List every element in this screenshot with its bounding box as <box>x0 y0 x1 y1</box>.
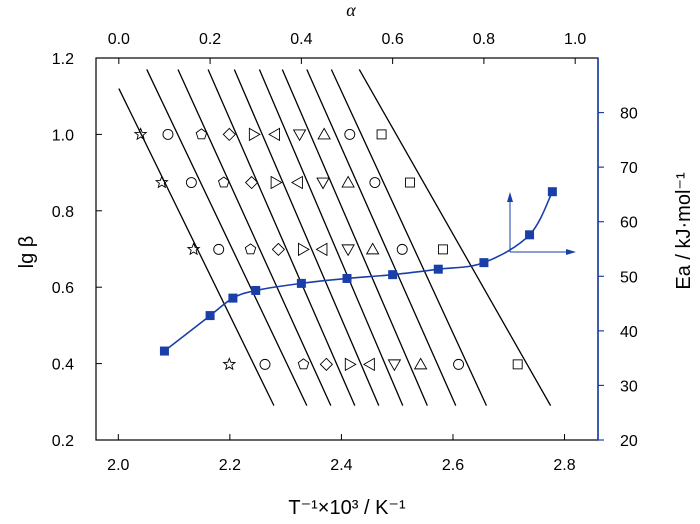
y-right-tick-label-7: 80 <box>620 106 638 123</box>
square-marker-10-3 <box>437 244 448 255</box>
fit-line-3 <box>177 69 332 406</box>
triangle-up-marker-8-3 <box>365 242 380 255</box>
triangle-up-marker-8-2 <box>341 175 355 188</box>
triangle-right-marker-5-3 <box>297 242 310 257</box>
ea-point-9 <box>479 258 489 268</box>
activation-energy-series <box>159 187 557 356</box>
fit-line-2 <box>146 69 308 406</box>
star-marker-1-2 <box>154 175 169 189</box>
diamond-marker-4-2 <box>244 175 259 190</box>
x-bottom-axis-title: T⁻¹×10³ / K⁻¹ <box>288 497 406 519</box>
y-right-tick-label-4: 50 <box>620 269 638 286</box>
x-bottom-tick-label-2: 2.2 <box>219 457 241 474</box>
x-top-tick-label-2: 0.2 <box>199 31 221 48</box>
triangle-down-marker-7-2 <box>316 177 330 190</box>
fit-line-10 <box>358 69 552 406</box>
circle-marker-2-1 <box>162 128 174 140</box>
arrow-right-head <box>566 249 576 255</box>
x-top-tick-label-4: 0.6 <box>382 31 404 48</box>
x-top-tick-label-3: 0.4 <box>290 31 312 48</box>
triangle-right-marker-5-1 <box>248 127 261 142</box>
star-marker-1-4 <box>222 357 237 371</box>
circle-marker-9-2 <box>369 177 381 188</box>
triangle-down-marker-7-1 <box>292 129 307 142</box>
triangle-up-marker-8-1 <box>317 127 331 140</box>
fit-lines <box>118 69 552 406</box>
ea-point-1 <box>159 346 169 356</box>
circle-marker-2-4 <box>259 358 271 370</box>
isoconversion-markers <box>133 127 523 372</box>
y-left-tick-label-4: 0.8 <box>52 204 74 221</box>
square-marker-10-2 <box>405 177 415 188</box>
x-bottom-tick-label-1: 2.0 <box>107 457 129 474</box>
x-top-axis-title: α <box>346 0 356 20</box>
y-left-axis-title: lg β <box>16 236 38 269</box>
triangle-down-marker-7-4 <box>387 359 402 372</box>
y-left-tick-label-6: 1.2 <box>52 51 74 68</box>
x-bottom-tick-label-4: 2.6 <box>442 457 464 474</box>
ea-curve <box>163 191 554 352</box>
y-right-axis-title: Ea / kJ·mol⁻¹ <box>673 172 695 290</box>
triangle-down-marker-7-3 <box>341 244 355 257</box>
x-top-tick-label-5: 0.8 <box>473 31 495 48</box>
star-marker-1-1 <box>133 127 148 141</box>
y-right-tick-label-5: 60 <box>620 215 638 232</box>
x-bottom-tick-label-3: 2.4 <box>330 457 352 474</box>
fit-line-4 <box>207 69 356 406</box>
y-right-tick-label-3: 40 <box>620 324 638 341</box>
ea-point-4 <box>251 285 261 295</box>
pentagon-marker-3-1 <box>195 128 208 140</box>
triangle-right-marker-5-4 <box>344 357 357 372</box>
fit-line-7 <box>281 69 428 406</box>
y-right-tick-label-2: 30 <box>620 378 638 395</box>
ea-point-5 <box>296 278 306 288</box>
pentagon-marker-3-2 <box>217 176 230 188</box>
diamond-marker-4-4 <box>319 357 333 372</box>
y-left-tick-label-5: 1.0 <box>52 127 74 144</box>
arrow-up-head <box>507 192 513 202</box>
pentagon-marker-3-3 <box>244 243 257 255</box>
fit-line-6 <box>258 69 404 406</box>
y-right-tick-label-1: 20 <box>620 433 638 450</box>
fit-line-9 <box>330 69 488 406</box>
triangle-left-marker-6-4 <box>362 357 375 372</box>
circle-marker-2-2 <box>185 177 197 188</box>
y-left-tick-label-1: 0.2 <box>52 433 74 450</box>
ea-point-7 <box>388 270 398 280</box>
square-marker-10-1 <box>376 129 387 140</box>
y-left-tick-label-3: 0.6 <box>52 280 74 297</box>
x-top-tick-label-6: 1.0 <box>564 31 586 48</box>
star-marker-1-3 <box>186 242 201 256</box>
square-marker-10-4 <box>512 359 523 370</box>
tick-marks <box>96 57 604 441</box>
fit-line-5 <box>233 69 380 406</box>
triangle-left-marker-6-1 <box>268 127 280 142</box>
ea-point-2 <box>205 311 215 321</box>
circle-marker-9-3 <box>396 243 408 255</box>
ea-point-11 <box>547 187 557 197</box>
ea-point-6 <box>342 273 352 283</box>
triangle-up-marker-8-4 <box>413 357 428 370</box>
triangle-right-marker-5-2 <box>270 175 283 190</box>
diamond-marker-4-1 <box>222 127 236 142</box>
pentagon-marker-3-4 <box>297 358 310 370</box>
y-left-tick-label-2: 0.4 <box>52 357 74 374</box>
plot-frame <box>95 57 599 441</box>
x-bottom-tick-label-5: 2.8 <box>553 457 575 474</box>
triangle-left-marker-6-2 <box>291 175 303 190</box>
ea-point-8 <box>433 264 443 274</box>
circle-marker-9-1 <box>344 128 356 140</box>
diamond-marker-4-3 <box>271 242 286 257</box>
ea-point-10 <box>525 230 535 240</box>
y-right-tick-label-6: 70 <box>620 160 638 177</box>
tick-labels: 2.0 2.2 2.4 2.6 2.8 0.0 0.2 0.4 0.6 0.8 1.0 0.2 0.4 0… <box>52 31 638 474</box>
ea-point-3 <box>228 293 238 303</box>
axis-direction-arrows <box>507 192 576 255</box>
x-top-tick-label-1: 0.0 <box>108 31 130 48</box>
circle-marker-9-4 <box>453 358 465 370</box>
triangle-left-marker-6-3 <box>315 242 328 257</box>
circle-marker-2-3 <box>213 243 225 255</box>
fit-line-8 <box>306 69 457 406</box>
